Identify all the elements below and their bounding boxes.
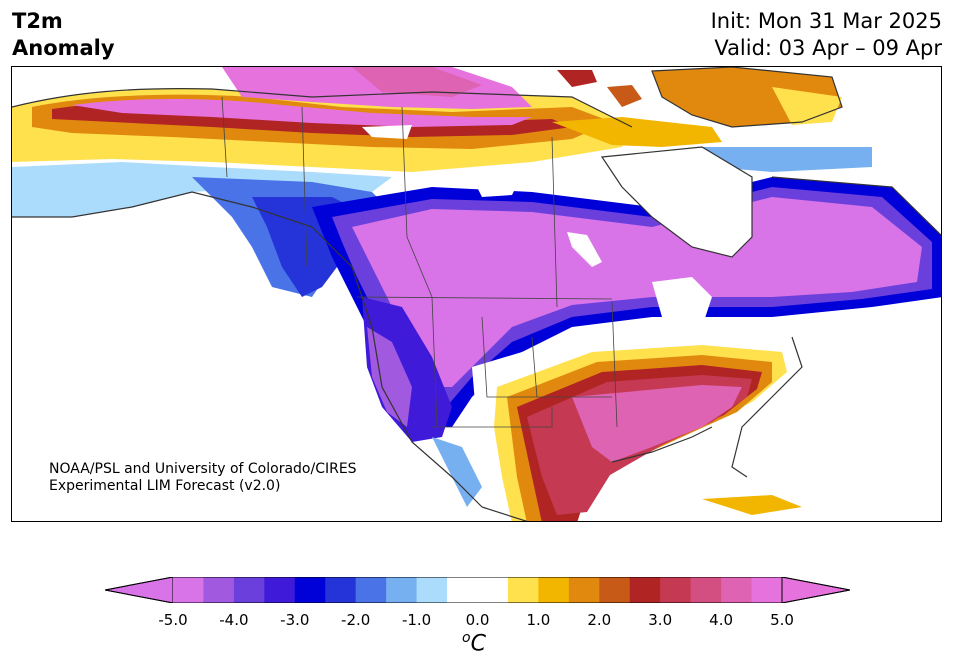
colorbar-tick-label: 5.0 — [770, 611, 794, 629]
colorbar-segment — [325, 577, 357, 603]
colorbar-under-arrow — [105, 577, 174, 603]
west-coast-light — [367, 327, 412, 427]
alaska-light-blue — [12, 162, 392, 217]
init-date: Init: Mon 31 Mar 2025 — [710, 9, 942, 33]
colorbar-segment — [447, 577, 478, 603]
colorbar-segment — [629, 577, 661, 603]
degree-sup: o — [462, 630, 471, 646]
colorbar-unit: oC — [462, 630, 486, 656]
borders — [221, 96, 618, 428]
archipelago-2 — [352, 67, 482, 97]
colorbar-tick-label: 2.0 — [587, 611, 612, 629]
valid-date: Valid: 03 Apr – 09 Apr — [714, 36, 942, 60]
colorbar-segment — [660, 577, 692, 603]
colorbar-segment — [203, 577, 235, 603]
colorbar-tick-label: 3.0 — [648, 611, 673, 629]
colorbar-segment — [538, 577, 570, 603]
greenland-yellow — [772, 87, 842, 125]
hudson-bay — [602, 147, 752, 257]
mexico-blue — [432, 437, 482, 507]
southeast-core — [572, 385, 742, 462]
great-slave-lake — [477, 185, 517, 197]
colorbar-tick-label: -2.0 — [341, 611, 371, 629]
colorbar-segment — [294, 577, 326, 603]
unit-letter: C — [470, 631, 486, 657]
colorbar-ticks: -5.0 -4.0 -3.0 -2.0 -1.0 0.0 1.0 2.0 3.0 4.0 5.0 — [0, 611, 954, 631]
credit-text: NOAA/PSL and University of Colorado/CIRE… — [49, 461, 357, 495]
map-title: T2m Anomaly — [12, 8, 115, 62]
great-bear-lake — [362, 125, 412, 139]
colorbar-segment — [751, 577, 783, 603]
credit-line-2: Experimental LIM Forecast (v2.0) — [49, 478, 281, 494]
title-line-2: Anomaly — [12, 36, 115, 60]
title-line-1: T2m — [12, 9, 63, 33]
arctic-red-small — [557, 70, 597, 87]
colorbar-segment — [355, 577, 387, 603]
lake-winnipeg — [567, 232, 602, 267]
colorbar-tick-label: 1.0 — [526, 611, 551, 629]
great-lakes — [652, 277, 712, 337]
colorbar-segment — [173, 577, 204, 603]
colorbar-tick-label: -4.0 — [219, 611, 249, 629]
credit-line-1: NOAA/PSL and University of Colorado/CIRE… — [49, 461, 357, 477]
cold-core-inner — [352, 197, 922, 387]
colorbar-segment — [568, 577, 600, 603]
forecast-dates: Init: Mon 31 Mar 2025 Valid: 03 Apr – 09… — [711, 8, 942, 62]
colorbar-segment — [507, 577, 539, 603]
colorbar-segment — [477, 577, 509, 603]
baffin-band — [552, 117, 722, 147]
colorbar-over-arrow — [781, 577, 850, 603]
colorbar-tick-label: -5.0 — [158, 611, 188, 629]
cuba-yellow — [702, 495, 802, 515]
colorbar-segment — [599, 577, 631, 603]
colorbar-segment — [233, 577, 265, 603]
colorbar-tick-label: 4.0 — [709, 611, 734, 629]
anomaly-map — [11, 66, 942, 522]
greenland-red — [607, 85, 642, 107]
colorbar-tick-label: 0.0 — [465, 611, 490, 629]
colorbar-segment — [386, 577, 418, 603]
coastlines — [12, 67, 941, 521]
colorbar-segment — [264, 577, 296, 603]
colorbar-segment — [690, 577, 722, 603]
colorbar — [105, 577, 850, 603]
colorbar-tick-label: -3.0 — [280, 611, 310, 629]
colorbar-segment — [721, 577, 753, 603]
colorbar-segment — [416, 577, 448, 603]
labrador-blue — [702, 147, 872, 172]
colorbar-tick-label: -1.0 — [401, 611, 432, 629]
map-svg — [12, 67, 941, 521]
